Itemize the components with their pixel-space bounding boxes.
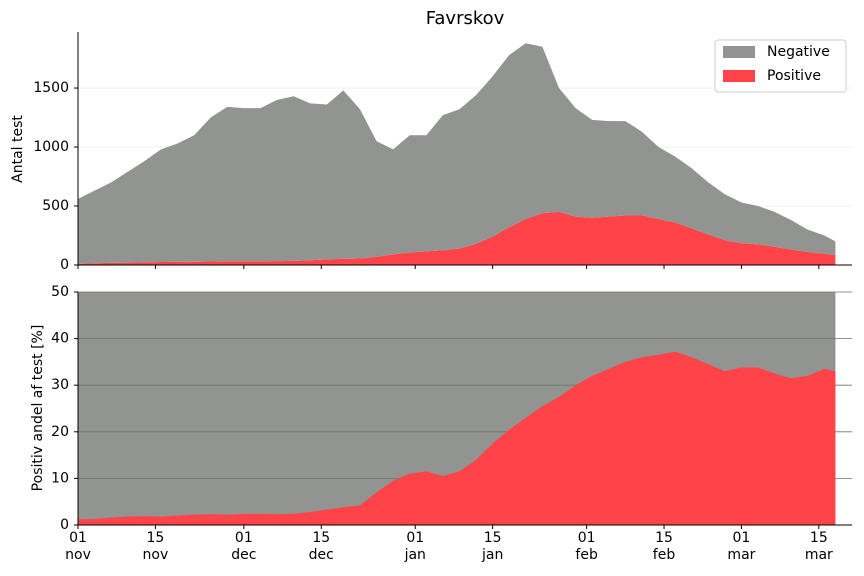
x-tick-label: 15 mar xyxy=(804,530,833,563)
area xyxy=(78,211,836,265)
y-tick-label: 10 xyxy=(51,470,69,486)
area xyxy=(78,351,836,525)
y-tick-label: 0 xyxy=(60,257,69,273)
legend-label: Positive xyxy=(767,68,821,84)
chart-title: Favrskov xyxy=(426,8,505,29)
legend-label: Negative xyxy=(767,44,830,60)
legend-swatch xyxy=(723,70,755,82)
y-axis-label: Positiv andel af test [%] xyxy=(30,325,46,492)
x-tick-label: 01 mar xyxy=(727,530,756,563)
area xyxy=(78,43,836,264)
y-tick-label: 500 xyxy=(42,198,69,214)
legend-swatch xyxy=(723,46,755,58)
y-tick-label: 1000 xyxy=(33,139,69,155)
y-tick-label: 30 xyxy=(51,377,69,393)
y-tick-label: 0 xyxy=(60,517,69,533)
x-tick-label: 01 nov xyxy=(65,530,91,563)
y-tick-label: 1500 xyxy=(33,80,69,96)
y-tick-label: 20 xyxy=(51,424,69,440)
y-tick-label: 40 xyxy=(51,331,69,347)
y-tick-label: 50 xyxy=(51,284,69,300)
x-tick-label: 15 jan xyxy=(481,530,504,563)
x-tick-label: 15 feb xyxy=(652,530,676,563)
x-tick-label: 01 jan xyxy=(404,530,426,563)
x-tick-label: 15 nov xyxy=(142,530,169,563)
x-tick-label: 15 dec xyxy=(308,530,334,563)
x-tick-label: 01 dec xyxy=(231,530,257,563)
y-axis-label: Antal test xyxy=(10,115,26,183)
x-tick-label: 01 feb xyxy=(575,530,598,563)
